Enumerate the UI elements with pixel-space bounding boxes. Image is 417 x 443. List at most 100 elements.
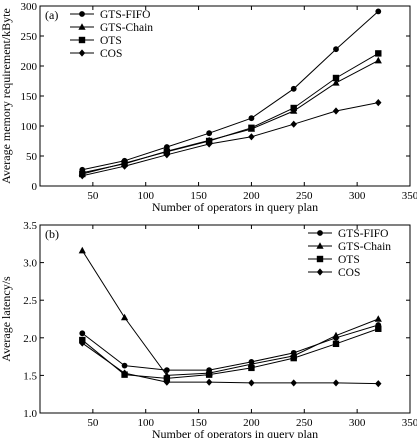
data-point: [290, 354, 297, 362]
data-point: [290, 120, 297, 128]
data-point: [79, 172, 86, 180]
data-point: [163, 151, 171, 159]
series-gts-chain: [78, 246, 382, 379]
data-point: [332, 340, 340, 348]
data-point: [163, 367, 170, 374]
series-cos: [79, 339, 382, 388]
x-tick-label: 300: [349, 417, 366, 429]
data-point: [248, 364, 255, 372]
data-point: [78, 246, 86, 254]
data-point: [332, 379, 340, 387]
data-point: [248, 115, 255, 122]
legend-marker: [317, 230, 323, 236]
data-point: [248, 133, 255, 141]
series-line: [82, 52, 379, 175]
series-line: [81, 342, 379, 385]
panel-label: (a): [45, 8, 58, 22]
data-point: [375, 8, 382, 15]
legend-marker: [78, 23, 86, 30]
y-tick-label: 2.5: [23, 295, 37, 307]
data-point: [205, 371, 213, 378]
y-tick-label: 0: [32, 181, 38, 193]
y-tick-label: 3.5: [23, 220, 37, 232]
data-point: [375, 380, 382, 388]
series-line: [81, 250, 379, 376]
panel-label: (b): [45, 227, 59, 241]
y-axis-label: Average latency/s: [0, 276, 13, 362]
legend-label: GTS-Chain: [338, 241, 391, 253]
data-point: [290, 85, 297, 92]
x-tick-label: 150: [190, 417, 207, 429]
data-point: [290, 104, 297, 112]
data-point: [332, 79, 340, 86]
y-axis-label: Average memory requirement/kByte: [0, 8, 13, 184]
legend-label: OTS: [100, 35, 122, 47]
x-tick-label: 350: [402, 190, 417, 202]
data-point: [248, 124, 255, 131]
legend-marker: [78, 49, 86, 57]
legend-marker: [316, 242, 324, 249]
data-point: [332, 74, 340, 82]
y-tick-label: 1.5: [23, 370, 37, 382]
x-tick-label: 100: [137, 417, 154, 429]
legend-label: COS: [338, 267, 360, 279]
y-tick-label: 100: [21, 121, 38, 133]
series-gts-chain: [78, 56, 382, 176]
x-tick-label: 100: [137, 190, 154, 202]
legend-label: OTS: [338, 254, 360, 266]
plot-frame: [39, 224, 411, 414]
chart-panel-b: 50 100 150 200 250 300 350 1.0 1.5 2.0 2.5 3.0 3.5 Nu…: [0, 220, 417, 441]
legend-label: GTS-FIFO: [100, 9, 150, 21]
series-gts-fifo: [79, 322, 382, 374]
data-point: [375, 99, 382, 107]
data-point: [332, 107, 340, 115]
series-line: [81, 328, 379, 379]
data-point: [163, 144, 170, 150]
data-point: [374, 315, 382, 322]
y-tick-label: 2.0: [23, 333, 37, 345]
x-tick-label: 250: [296, 190, 313, 202]
y-tick-label: 50: [26, 151, 38, 163]
y-tick-label: 3.0: [23, 258, 37, 270]
data-point: [374, 56, 382, 64]
data-point: [333, 46, 339, 53]
data-point: [205, 378, 213, 386]
y-tick-label: 300: [21, 1, 38, 13]
data-point: [290, 379, 297, 387]
x-tick-label: 200: [243, 190, 260, 202]
x-axis-label: Number of operators in query plan: [152, 200, 318, 214]
legend-marker: [79, 11, 85, 17]
y-tick-label: 150: [21, 91, 38, 103]
y-tick-label: 250: [21, 31, 38, 43]
legend-label: COS: [100, 48, 122, 60]
x-tick-label: 250: [296, 417, 313, 429]
legend-marker: [78, 36, 86, 44]
data-point: [375, 325, 382, 332]
data-point: [332, 331, 340, 339]
x-axis-label: Number of operators in query plan: [152, 427, 318, 438]
data-point: [163, 378, 171, 386]
x-tick-label: 300: [349, 190, 366, 202]
data-point: [375, 50, 382, 57]
series-line: [82, 11, 379, 171]
chart-panel-a: 50 100 150 200 250 300 350 0 50 100 150 200 250 300 Nu…: [0, 1, 417, 214]
data-point: [205, 140, 213, 148]
data-point: [121, 362, 128, 369]
data-point: [79, 339, 86, 347]
x-tick-label: 150: [190, 190, 207, 202]
data-point: [79, 330, 86, 337]
x-tick-label: 200: [243, 417, 260, 429]
legend-label: GTS-Chain: [100, 22, 153, 34]
data-point: [248, 379, 255, 387]
data-point: [120, 313, 129, 321]
y-tick-label: 1.0: [23, 408, 37, 420]
data-point: [121, 369, 128, 377]
x-tick-label: 50: [87, 417, 99, 429]
data-point: [163, 375, 171, 382]
legend-marker: [316, 255, 324, 263]
legend-marker: [316, 268, 324, 276]
